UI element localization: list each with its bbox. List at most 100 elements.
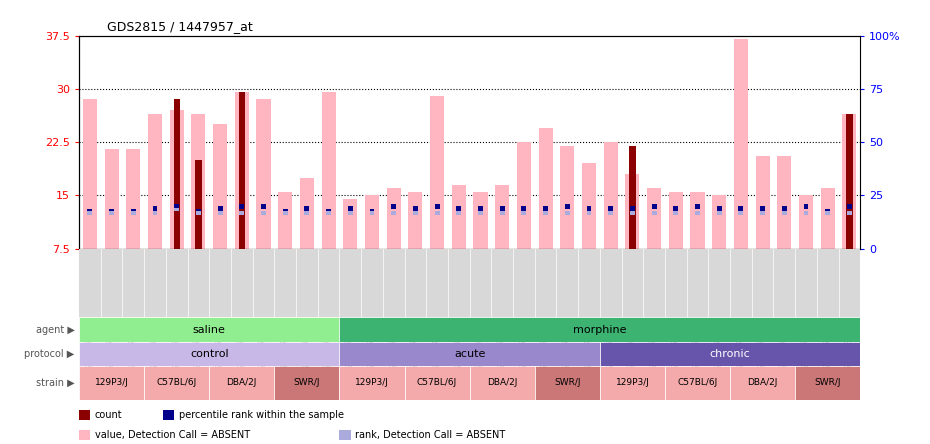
Bar (652, 211, 657, 215)
Text: DBA/2J: DBA/2J (487, 378, 517, 388)
Bar (126, 149, 140, 249)
Bar (538, 128, 552, 249)
Bar (174, 203, 179, 209)
Bar (600, 342, 860, 366)
Text: value, Detection Call = ABSENT: value, Detection Call = ABSENT (95, 430, 250, 440)
Bar (499, 206, 505, 210)
Text: agent ▶: agent ▶ (35, 325, 74, 335)
Bar (712, 195, 726, 249)
Bar (535, 366, 600, 400)
Text: SWR/J: SWR/J (554, 378, 580, 388)
Bar (738, 206, 743, 210)
Bar (457, 211, 461, 215)
Bar (673, 206, 678, 210)
Bar (804, 203, 808, 209)
Bar (239, 92, 245, 249)
Bar (131, 209, 136, 214)
Text: rank, Detection Call = ABSENT: rank, Detection Call = ABSENT (355, 430, 506, 440)
Text: SWR/J: SWR/J (815, 378, 841, 388)
Bar (343, 199, 357, 249)
Bar (87, 211, 92, 215)
Bar (847, 211, 852, 215)
Bar (630, 211, 635, 215)
Bar (730, 366, 795, 400)
Bar (652, 203, 657, 209)
Bar (587, 206, 591, 210)
Bar (647, 188, 661, 249)
Bar (695, 211, 700, 215)
Bar (795, 366, 860, 400)
Bar (79, 342, 339, 366)
Bar (213, 124, 227, 249)
Bar (804, 211, 808, 215)
Bar (261, 203, 266, 209)
Text: protocol ▶: protocol ▶ (24, 349, 74, 359)
Text: C57BL/6J: C57BL/6J (417, 378, 458, 388)
Bar (760, 211, 765, 215)
Bar (669, 192, 683, 249)
Text: 129P3/J: 129P3/J (616, 378, 649, 388)
Bar (413, 206, 418, 210)
Bar (565, 211, 570, 215)
Bar (339, 342, 600, 366)
Bar (339, 317, 860, 342)
Bar (517, 142, 531, 249)
Bar (478, 211, 483, 215)
Bar (348, 211, 352, 215)
Bar (690, 192, 705, 249)
Bar (434, 211, 440, 215)
Bar (218, 211, 222, 215)
Bar (144, 366, 209, 400)
Text: 129P3/J: 129P3/J (355, 378, 389, 388)
Bar (457, 206, 461, 210)
Bar (777, 156, 791, 249)
Text: morphine: morphine (573, 325, 627, 335)
Bar (665, 366, 730, 400)
Bar (565, 203, 570, 209)
Bar (782, 211, 787, 215)
Bar (278, 192, 292, 249)
Bar (218, 206, 222, 210)
Bar (846, 114, 853, 249)
Bar (825, 209, 830, 214)
Bar (261, 211, 266, 215)
Text: percentile rank within the sample: percentile rank within the sample (179, 410, 343, 420)
Bar (322, 92, 336, 249)
Bar (392, 211, 396, 215)
Bar (339, 366, 405, 400)
Bar (274, 366, 339, 400)
Bar (478, 206, 483, 210)
Bar (304, 206, 310, 210)
Bar (326, 211, 331, 215)
Bar (470, 366, 535, 400)
Text: DBA/2J: DBA/2J (748, 378, 777, 388)
Bar (369, 211, 375, 215)
Bar (738, 211, 743, 215)
Text: control: control (190, 349, 229, 359)
Bar (717, 211, 722, 215)
Text: SWR/J: SWR/J (294, 378, 320, 388)
Bar (543, 211, 548, 215)
Bar (283, 209, 287, 214)
Text: strain ▶: strain ▶ (35, 378, 74, 388)
Bar (755, 156, 770, 249)
Text: GDS2815 / 1447957_at: GDS2815 / 1447957_at (107, 20, 253, 33)
Bar (169, 110, 184, 249)
Bar (625, 174, 640, 249)
Bar (83, 99, 97, 249)
Bar (405, 366, 470, 400)
Bar (630, 206, 635, 210)
Text: DBA/2J: DBA/2J (227, 378, 257, 388)
Bar (174, 99, 179, 249)
Bar (495, 185, 510, 249)
Bar (782, 206, 787, 210)
Text: chronic: chronic (710, 349, 751, 359)
Bar (79, 366, 144, 400)
Bar (365, 195, 379, 249)
Bar (799, 195, 813, 249)
Bar (257, 99, 271, 249)
Bar (209, 366, 274, 400)
Text: C57BL/6J: C57BL/6J (677, 378, 718, 388)
Bar (195, 160, 202, 249)
Bar (522, 206, 526, 210)
